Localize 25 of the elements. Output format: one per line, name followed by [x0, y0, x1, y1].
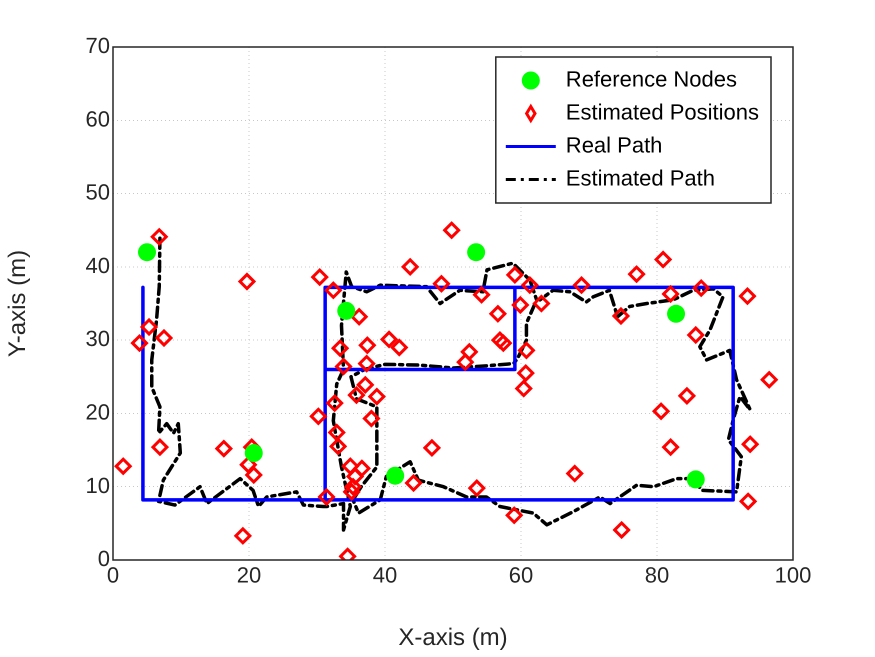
- point: [244, 444, 263, 462]
- point: [686, 470, 705, 488]
- legend-label: Real Path: [566, 132, 662, 158]
- x-tick-label: 80: [644, 562, 670, 588]
- x-tick-label: 20: [236, 562, 262, 588]
- y-tick-label: 40: [86, 252, 110, 278]
- y-axis-title: Y-axis (m): [4, 250, 32, 358]
- y-tick-label: 60: [86, 106, 110, 132]
- point: [467, 243, 486, 262]
- x-axis-title: X-axis (m): [398, 624, 508, 652]
- x-tick-label: 100: [774, 562, 812, 588]
- x-tick-label: 60: [508, 562, 534, 588]
- x-tick-label: 40: [372, 562, 398, 588]
- legend-label: Estimated Positions: [566, 100, 760, 125]
- point: [667, 304, 686, 323]
- y-tick-label: 30: [86, 326, 110, 352]
- point: [138, 243, 156, 262]
- y-tick-label: 50: [86, 180, 110, 205]
- legend-label: Estimated Path: [566, 166, 715, 191]
- y-tick-label: 10: [86, 472, 110, 498]
- point: [386, 466, 404, 485]
- y-tick-label: 20: [86, 399, 110, 424]
- y-tick-label: 70: [86, 33, 110, 58]
- legend-label: Reference Nodes: [566, 66, 738, 92]
- point: [337, 302, 356, 320]
